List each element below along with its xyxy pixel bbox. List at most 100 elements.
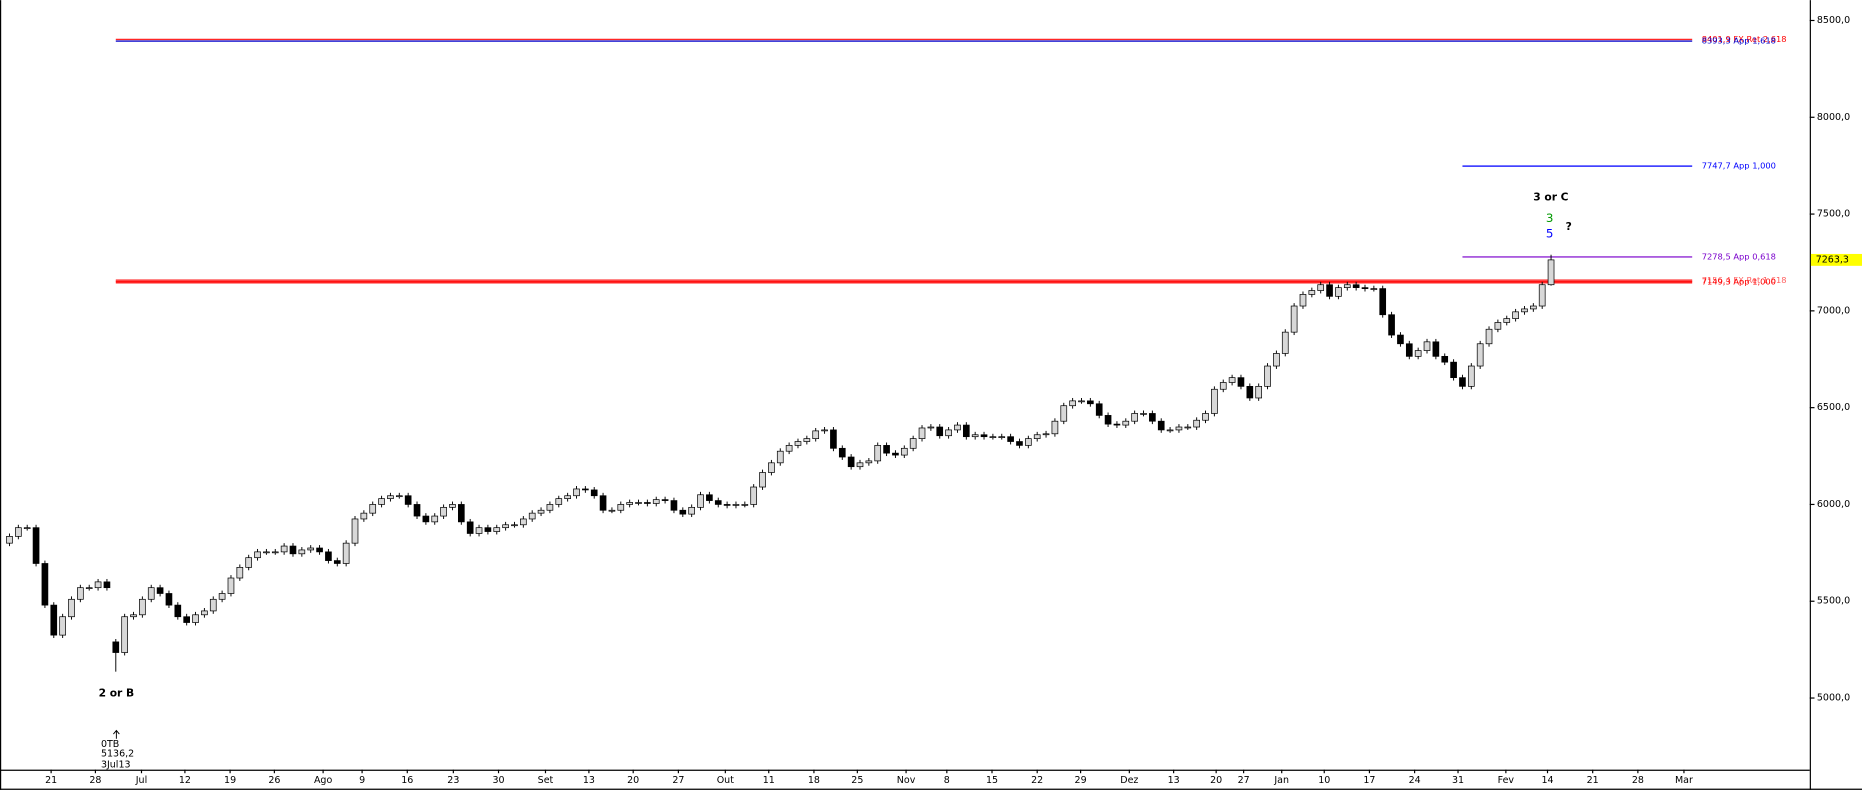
bottom-note: 5136,2 xyxy=(101,749,134,760)
candle-body xyxy=(218,593,226,600)
candle-body xyxy=(147,587,155,600)
candle-body xyxy=(1538,284,1546,307)
candle-body xyxy=(289,545,297,555)
candle-body xyxy=(1343,284,1351,288)
candle-body xyxy=(139,598,146,616)
candle-body xyxy=(856,462,864,468)
candle-body xyxy=(546,504,554,511)
x-tick-label: 28 xyxy=(89,775,101,786)
candle-body xyxy=(475,527,483,534)
candle-body xyxy=(112,641,120,653)
candle-body xyxy=(892,452,899,456)
candle-body xyxy=(1459,377,1466,387)
level-label: 7747,7 App 1,000 xyxy=(1702,161,1776,171)
candle-body xyxy=(342,542,350,564)
candle-body xyxy=(236,567,244,579)
candle-body xyxy=(280,545,288,553)
last-price-label: 7263,3 xyxy=(1816,254,1849,265)
candle-body xyxy=(1060,405,1068,422)
x-tick-label: 21 xyxy=(1587,775,1599,786)
candle-body xyxy=(15,527,22,537)
candle-body xyxy=(85,587,93,589)
candle-body xyxy=(333,560,341,564)
candle-body xyxy=(670,500,678,511)
candle-body xyxy=(1388,314,1395,336)
candle-body xyxy=(626,502,633,505)
x-tick-label: 20 xyxy=(627,775,639,786)
candle-body xyxy=(830,429,837,449)
candle-body xyxy=(1175,426,1183,431)
x-tick-label: 10 xyxy=(1318,775,1330,786)
x-tick-label: 16 xyxy=(401,775,413,786)
candle-body xyxy=(1467,365,1475,387)
candle-body xyxy=(528,512,536,520)
candle-body xyxy=(945,429,952,437)
candle-body xyxy=(449,504,456,508)
candle-body xyxy=(156,587,164,594)
candle-body xyxy=(325,551,332,561)
wave-label: 3 or C xyxy=(1533,190,1568,203)
candle-body xyxy=(1042,433,1050,436)
candle-body xyxy=(1414,350,1422,357)
candle-body xyxy=(652,499,660,504)
candle-body xyxy=(1095,403,1103,416)
candle-body xyxy=(68,598,75,618)
candle-body xyxy=(1211,388,1218,414)
candle-body xyxy=(590,489,598,497)
candle-body xyxy=(1157,420,1165,431)
candle-body xyxy=(723,504,731,506)
candle-body xyxy=(1273,353,1280,367)
candle-body xyxy=(1149,413,1156,422)
candle-body xyxy=(803,438,811,442)
y-tick-label: 8500,0 xyxy=(1817,15,1850,26)
candle-body xyxy=(227,577,235,594)
candle-body xyxy=(413,504,421,517)
wave-label: ? xyxy=(1566,220,1572,233)
candle-body xyxy=(1503,318,1511,323)
candle-body xyxy=(271,551,279,554)
candle-body xyxy=(1104,415,1112,425)
y-tick-label: 6500,0 xyxy=(1817,402,1850,413)
candle-body xyxy=(644,502,651,504)
candle-body xyxy=(59,616,66,636)
candle-body xyxy=(457,504,465,523)
x-tick-label: 27 xyxy=(672,775,684,786)
candle-body xyxy=(395,495,403,498)
candle-body xyxy=(511,524,518,527)
candle-body xyxy=(1308,290,1316,295)
candle-body xyxy=(1122,420,1130,426)
candle-body xyxy=(6,536,13,544)
candle-body xyxy=(351,518,359,544)
candle-body xyxy=(1246,386,1254,399)
candle-body xyxy=(431,515,439,523)
x-tick-label: 28 xyxy=(1632,775,1644,786)
x-tick-label: 21 xyxy=(45,775,57,786)
candle-body xyxy=(1033,434,1041,439)
x-tick-label: 8 xyxy=(944,775,950,786)
candle-body xyxy=(962,424,970,438)
candle-body xyxy=(1007,436,1014,442)
x-tick-label: Jul xyxy=(135,775,147,786)
x-tick-label: 17 xyxy=(1363,775,1375,786)
candle-body xyxy=(821,429,828,432)
candle-body xyxy=(874,445,882,462)
plot: 5000,0 5500,0 6000,0 6500,0 7000,0 7500,0 8000… xyxy=(6,15,1862,786)
x-tick-label: 22 xyxy=(1031,775,1043,786)
candle-body xyxy=(1228,377,1236,383)
x-tick-label: Ago xyxy=(314,775,333,786)
candle-body xyxy=(1379,288,1387,316)
candle-body xyxy=(1290,305,1298,333)
candle-body xyxy=(608,509,616,512)
x-tick-label: 9 xyxy=(359,775,365,786)
candle-body xyxy=(599,495,607,511)
candle-body xyxy=(32,527,40,564)
candle-body xyxy=(422,515,430,523)
candle-body xyxy=(635,502,642,504)
bottom-note: 0TB xyxy=(101,739,119,750)
candle-body xyxy=(883,445,890,454)
wave-label: 2 or B xyxy=(99,687,135,700)
candle-body xyxy=(493,527,501,532)
x-tick-label: Mar xyxy=(1675,775,1693,786)
candle-body xyxy=(1530,305,1537,310)
